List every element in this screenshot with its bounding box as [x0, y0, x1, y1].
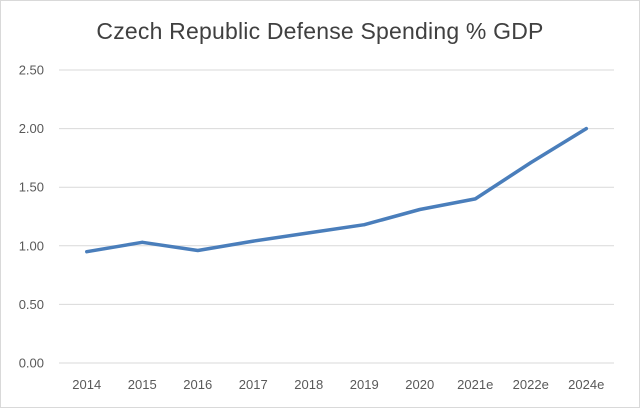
- x-axis-tick-labels: 2014 2015 2016 2017 2018 2019 2020 2021e 2022e 20…: [72, 377, 604, 392]
- x-tick-label: 2014: [72, 377, 101, 392]
- data-point: [307, 231, 311, 235]
- data-point: [584, 127, 588, 131]
- y-tick-label: 0.50: [19, 297, 44, 312]
- y-axis-tick-labels: 0.00 0.50 1.00 1.50 2.00 2.50: [19, 63, 44, 371]
- data-point: [251, 239, 255, 243]
- y-tick-label: 2.50: [19, 63, 44, 78]
- data-point: [140, 240, 144, 244]
- x-tick-label: 2016: [183, 377, 212, 392]
- x-tick-label: 2017: [239, 377, 268, 392]
- x-tick-label: 2018: [294, 377, 323, 392]
- data-point: [529, 161, 533, 165]
- y-tick-label: 1.50: [19, 180, 44, 195]
- chart-title: Czech Republic Defense Spending % GDP: [96, 18, 544, 44]
- gridlines: [59, 69, 614, 364]
- data-point: [473, 197, 477, 201]
- x-tick-label: 2024e: [568, 377, 604, 392]
- y-tick-label: 1.00: [19, 238, 44, 253]
- series-layer: [85, 126, 589, 254]
- series-line: [85, 126, 589, 254]
- x-tick-label: 2020: [405, 377, 434, 392]
- data-point: [85, 250, 89, 254]
- y-tick-label: 2.00: [19, 121, 44, 136]
- x-tick-label: 2021e: [457, 377, 493, 392]
- x-tick-label: 2015: [128, 377, 157, 392]
- data-point: [418, 207, 422, 211]
- x-tick-label: 2019: [350, 377, 379, 392]
- data-point: [196, 248, 200, 252]
- x-tick-label: 2022e: [513, 377, 549, 392]
- y-tick-label: 0.00: [19, 356, 44, 371]
- data-point: [362, 223, 366, 227]
